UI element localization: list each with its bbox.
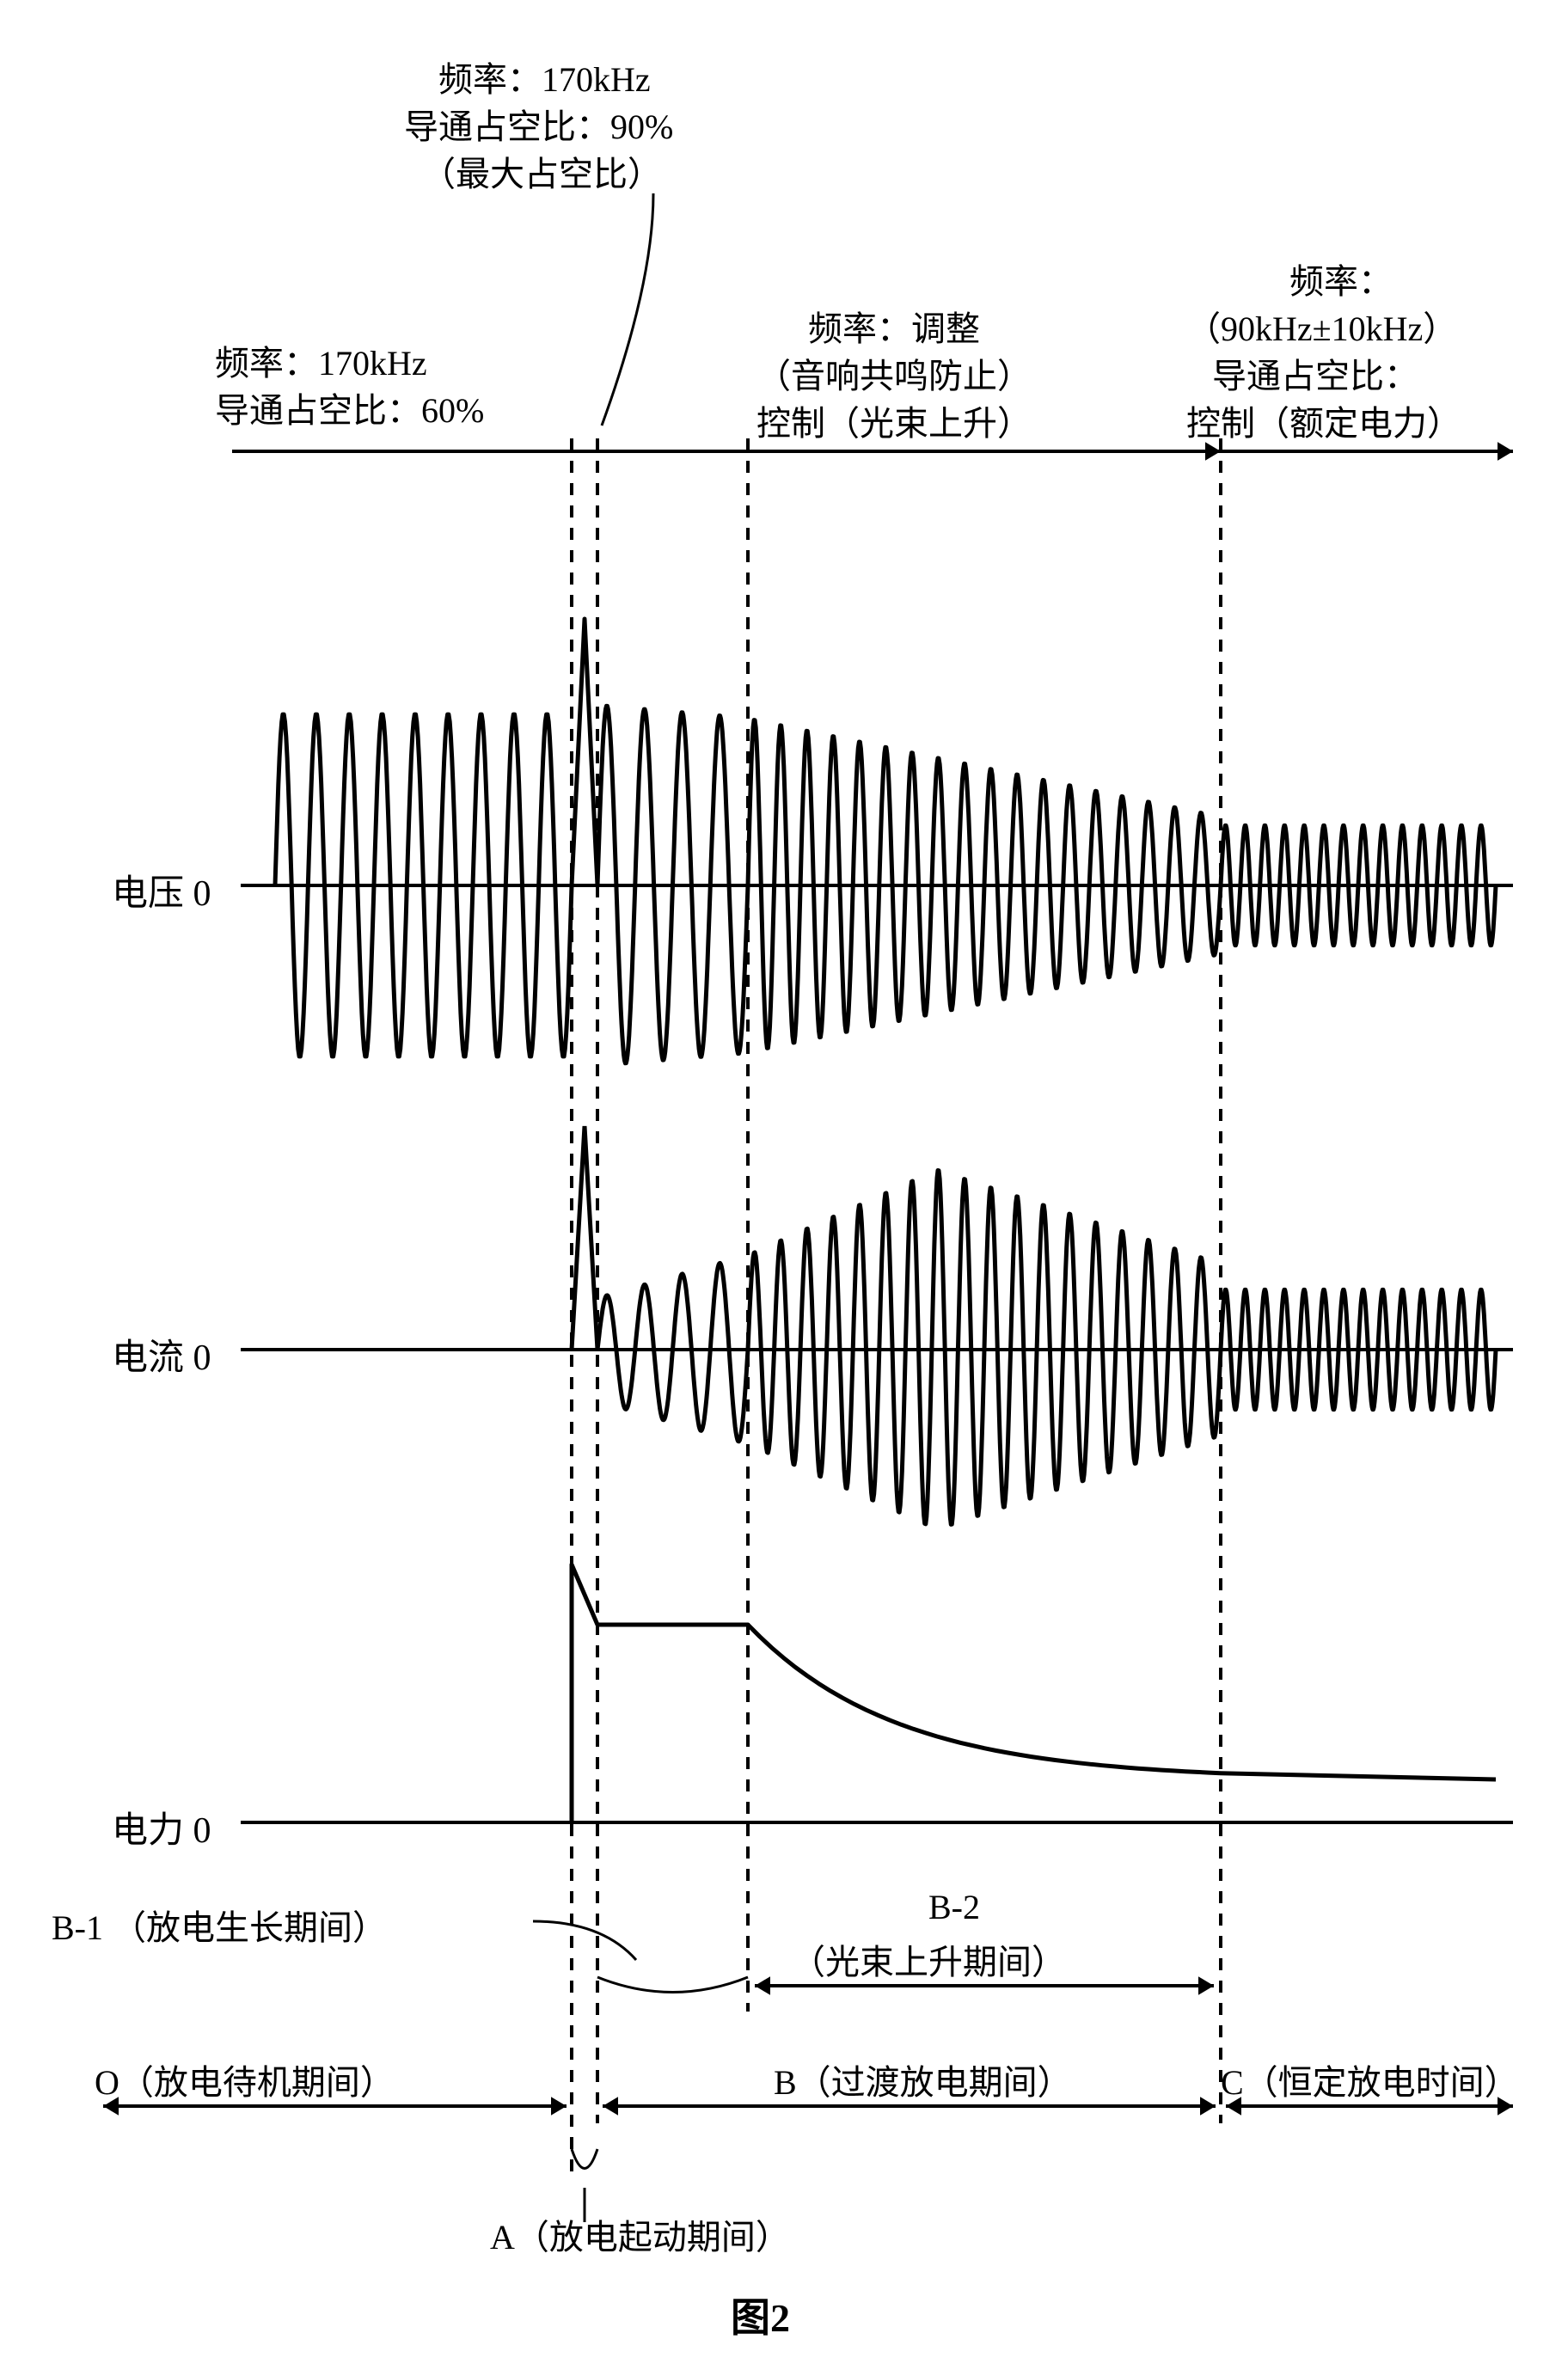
header-col4-l3: 导通占空比： — [1212, 348, 1418, 398]
header-col4-l1: 频率： — [1289, 254, 1393, 303]
power-axis-label: 电力 0 — [112, 1801, 211, 1853]
figure-caption: 图2 — [731, 2287, 790, 2343]
header-col3-l3: 控制（光束上升） — [756, 395, 1032, 445]
voltage-axis-label: 电压 0 — [112, 864, 211, 916]
period-b1-label: B-1 （放电生长期间） — [52, 1900, 387, 1950]
header-col2-l1: 频率：170kHz — [438, 52, 651, 101]
header-col2-l3: （最大占空比） — [421, 146, 662, 196]
header-col4-l2: （90kHz±10kHz） — [1186, 301, 1457, 351]
header-col4-l4: 控制（额定电力） — [1186, 395, 1461, 445]
header-col2-l2: 导通占空比：90% — [404, 99, 673, 149]
period-b2-l2: （光束上升期间） — [791, 1934, 1066, 1984]
period-a-label: A（放电起动期间） — [490, 2209, 790, 2259]
period-b-label: B（过渡放电期间） — [774, 2055, 1072, 2104]
period-o-label: O（放电待机期间） — [95, 2055, 395, 2104]
header-col1-l2: 导通占空比：60% — [215, 383, 484, 432]
header-col3-l1: 频率：调整 — [808, 301, 980, 351]
current-axis-label: 电流 0 — [112, 1328, 211, 1381]
header-col1-l1: 频率：170kHz — [215, 335, 427, 385]
period-c-label: C（恒定放电时间） — [1221, 2055, 1519, 2104]
header-col3-l2: （音响共鸣防止） — [756, 348, 1032, 398]
period-b2-l1: B-2 — [928, 1887, 980, 1927]
